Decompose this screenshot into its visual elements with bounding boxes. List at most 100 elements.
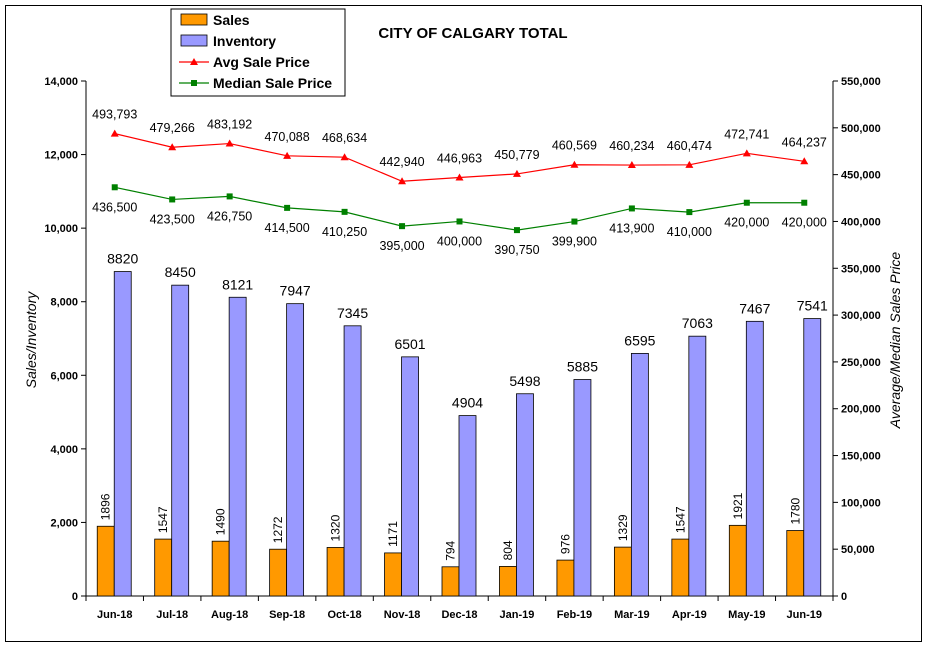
legend-marker: [190, 58, 198, 65]
point-value-label: 442,940: [379, 155, 424, 169]
x-tick-label: Jun-18: [97, 609, 132, 621]
point-value-label: 464,237: [782, 135, 827, 149]
bar-sales: [154, 538, 173, 597]
bar-value-label: 1329: [616, 514, 630, 541]
point-value-label: 390,750: [494, 243, 539, 257]
y-tick-label: 0: [72, 591, 78, 603]
point-value-label: 410,250: [322, 225, 367, 239]
y-tick-label: 8,000: [50, 297, 78, 309]
y2-tick-label: 150,000: [841, 451, 881, 463]
bar-inventory: [630, 352, 649, 597]
x-tick-label: Apr-19: [672, 609, 707, 621]
bar-value-label: 1547: [673, 506, 687, 533]
y2-tick-label: 450,000: [841, 170, 881, 182]
bar-value-label: 7467: [739, 300, 770, 316]
y2-tick-label: 250,000: [841, 357, 881, 369]
point-value-label: 395,000: [379, 239, 424, 253]
bar-value-label: 1547: [156, 506, 170, 533]
point-value-label: 460,569: [552, 139, 597, 153]
bar-value-label: 1490: [214, 508, 228, 535]
x-tick-label: Feb-19: [557, 609, 592, 621]
point-marker: [801, 199, 808, 206]
bar-inventory: [228, 296, 247, 597]
point-marker: [283, 151, 292, 159]
bar-value-label: 5885: [567, 359, 598, 375]
bar-value-label: 804: [501, 540, 515, 560]
point-marker: [111, 184, 118, 191]
x-tick-label: Mar-19: [614, 609, 649, 621]
point-value-label: 399,900: [552, 235, 597, 249]
legend-swatch: [180, 13, 208, 26]
bar-value-label: 6501: [394, 336, 425, 352]
bar-value-label: 5498: [509, 373, 540, 389]
point-marker: [168, 143, 177, 151]
point-marker: [284, 204, 291, 211]
bar-sales: [671, 538, 690, 597]
bar-sales: [211, 540, 230, 597]
y-tick-label: 2,000: [50, 517, 78, 529]
x-tick-label: Jul-18: [156, 609, 188, 621]
point-marker: [455, 173, 464, 181]
bar-value-label: 1896: [99, 493, 113, 520]
bar-value-label: 1272: [271, 516, 285, 543]
point-marker: [627, 161, 636, 169]
bar-sales: [326, 547, 345, 597]
bar-sales: [96, 525, 115, 597]
point-marker: [341, 208, 348, 215]
bar-value-label: 7345: [337, 305, 368, 321]
bar-inventory: [745, 320, 764, 597]
y-tick-label: 14,000: [44, 76, 78, 88]
bar-value-label: 7063: [682, 315, 713, 331]
point-value-label: 460,234: [609, 139, 654, 153]
y-axis-label: Sales/Inventory: [23, 291, 39, 388]
point-value-label: 420,000: [782, 216, 827, 230]
bar-value-label: 976: [558, 534, 572, 554]
bar-sales: [441, 566, 460, 597]
point-value-label: 483,192: [207, 118, 252, 132]
point-value-label: 470,088: [265, 130, 310, 144]
point-marker: [512, 169, 521, 177]
point-marker: [340, 153, 349, 161]
point-marker: [742, 149, 751, 157]
bar-inventory: [688, 335, 707, 597]
point-value-label: 493,793: [92, 108, 137, 122]
bar-sales: [499, 566, 517, 597]
bar-inventory: [286, 303, 305, 597]
bar-value-label: 1320: [329, 514, 343, 541]
point-value-label: 423,500: [150, 212, 195, 226]
y2-tick-label: 350,000: [841, 263, 881, 275]
point-marker: [169, 196, 176, 203]
x-tick-label: Jan-19: [500, 609, 535, 621]
y-tick-label: 4,000: [50, 444, 78, 456]
bar-inventory: [113, 271, 132, 597]
point-marker: [571, 218, 578, 225]
bar-value-label: 4904: [452, 395, 483, 411]
bar-sales: [613, 546, 632, 597]
bar-value-label: 6595: [624, 332, 655, 348]
point-value-label: 472,741: [724, 127, 769, 141]
y-tick-label: 12,000: [44, 150, 78, 162]
point-marker: [686, 209, 693, 216]
bar-inventory: [171, 284, 190, 597]
bar-value-label: 794: [444, 540, 458, 560]
bar-sales: [384, 552, 402, 597]
point-marker: [399, 223, 406, 230]
point-value-label: 420,000: [724, 216, 769, 230]
point-marker: [456, 218, 463, 225]
point-marker: [513, 227, 520, 234]
x-tick-label: Sep-18: [269, 609, 305, 621]
point-marker: [398, 177, 407, 185]
point-marker: [628, 205, 635, 212]
point-value-label: 450,779: [494, 148, 539, 162]
point-value-label: 413,900: [609, 221, 654, 235]
point-value-label: 468,634: [322, 131, 367, 145]
y2-tick-label: 300,000: [841, 310, 881, 322]
point-value-label: 400,000: [437, 234, 482, 248]
y2-tick-label: 550,000: [841, 76, 881, 88]
point-marker: [685, 160, 694, 168]
bar-value-label: 7541: [797, 298, 828, 314]
bar-value-label: 1780: [788, 497, 802, 524]
bar-inventory: [573, 379, 592, 597]
point-marker: [225, 139, 234, 147]
bar-inventory: [343, 325, 362, 597]
